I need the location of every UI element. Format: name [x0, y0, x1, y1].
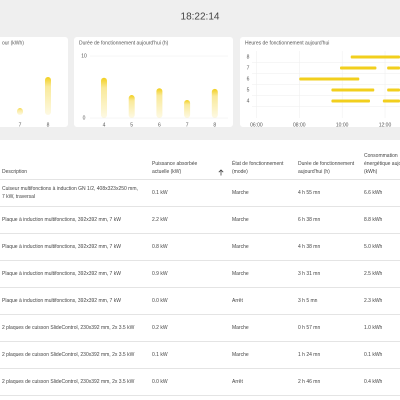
x-tick-label: 5: [130, 122, 133, 128]
time-segment: [350, 55, 400, 59]
table-row[interactable]: Plaque à induction multifonctions, 392x3…: [0, 234, 400, 261]
table-cell: Marche: [232, 217, 249, 223]
table-row[interactable]: Plaque à induction multifonctions, 392x3…: [0, 288, 400, 315]
table-cell: 6.6 kWh: [364, 190, 383, 196]
time-segment: [387, 88, 400, 92]
table-cell: 6 h 38 mn: [298, 217, 321, 223]
table-cell: 4 h 38 mn: [298, 244, 321, 250]
y-tick-label: 5: [247, 87, 250, 93]
table-cell: Marche: [232, 271, 249, 277]
table-row[interactable]: Plaque à induction multifonctions, 392x3…: [0, 261, 400, 288]
table-cell: 2 plaques de cuisson SlideControl, 230x3…: [2, 379, 135, 385]
table: Description Puissance absorbée actuelle (…: [0, 140, 400, 400]
table-cell: Plaque à induction multifonctions, 392x3…: [2, 244, 121, 250]
table-cell: 0.0 kW: [152, 298, 168, 304]
time-segment: [382, 99, 400, 103]
table-cell: Arrêt: [232, 298, 243, 304]
table-cell: 0 h 57 mn: [298, 325, 321, 331]
card: [0, 37, 68, 127]
y-tick-label: 6: [247, 76, 250, 82]
bar: [184, 100, 191, 118]
column-header: État de fonctionnement (mode): [232, 161, 284, 175]
time-segment: [299, 77, 360, 81]
table-row[interactable]: Cuiseur multifonctions à induction GN 1/…: [0, 180, 400, 207]
header-row: Description Puissance absorbée actuelle (…: [0, 148, 400, 180]
table-cell: 3 h 5 mn: [298, 298, 318, 304]
table-cell: 2 plaques de cuisson SlideControl, 230x3…: [2, 325, 135, 331]
table-cell: 0.1 kW: [152, 352, 168, 358]
bar: [17, 108, 23, 115]
x-tick-label: 8: [47, 122, 50, 128]
bar: [101, 77, 107, 118]
table-cell: Arrêt: [232, 379, 243, 385]
table-cell: 2 plaques de cuisson SlideControl, 230x3…: [2, 352, 135, 358]
chart-title: our (kWh): [2, 40, 24, 46]
x-tick-label: 8: [213, 122, 216, 128]
table-cell: Marche: [232, 325, 249, 331]
time-segment: [331, 88, 375, 92]
table-row[interactable]: 2 plaques de cuisson SlideControl, 230x3…: [0, 369, 400, 396]
table-cell: 0.1 kWh: [364, 352, 383, 358]
time-segment: [387, 66, 400, 70]
x-tick-label: 12:00: [379, 122, 392, 128]
x-tick-label: 10:00: [336, 122, 349, 128]
y-tick-label: 7: [247, 65, 250, 71]
table-cell: 0.4 kWh: [364, 379, 383, 385]
table-cell: 1.0 kWh: [364, 325, 383, 331]
table-row[interactable]: 2 plaques de cuisson SlideControl, 230x3…: [0, 342, 400, 369]
table-row[interactable]: Plaque à induction multifonctions, 392x3…: [0, 207, 400, 234]
column-header: Description: [2, 169, 28, 175]
table-cell: Cuiseur multifonctions à induction GN 1/…: [2, 186, 138, 200]
clock: 18:22:14: [181, 12, 220, 23]
table-cell: 0.9 kW: [152, 271, 168, 277]
table-cell: 2.2 kW: [152, 217, 168, 223]
x-tick-label: 4: [103, 122, 106, 128]
table-cell: 5.0 kWh: [364, 244, 383, 250]
column-header: Durée de fonctionnement aujourd'hui (h): [298, 161, 355, 175]
chart-title: Heures de fonctionnement aujourd'hui: [245, 40, 329, 46]
table-cell: Plaque à induction multifonctions, 392x3…: [2, 217, 121, 223]
dashboard-top: 18:22:14 our (kWh) 7 8 Durée de fonctionnem…: [0, 12, 400, 128]
table-cell: Plaque à induction multifonctions, 392x3…: [2, 271, 121, 277]
table-cell: 2.5 kWh: [364, 271, 383, 277]
table-row[interactable]: 2 plaques de cuisson SlideControl, 230x3…: [0, 315, 400, 342]
chart-title: Durée de fonctionnement aujourd'hui (h): [79, 40, 169, 46]
table-cell: 3 h 31 mn: [298, 271, 321, 277]
bar: [156, 88, 163, 118]
card: [74, 37, 233, 127]
column-header: Consommation énergétique aujourd'hui (kW…: [364, 153, 400, 175]
y-tick-label: 4: [247, 98, 250, 104]
x-tick-label: 06:00: [250, 122, 263, 128]
table-cell: 4 h 55 mn: [298, 190, 321, 196]
x-tick-label: 7: [186, 122, 189, 128]
bar: [128, 95, 135, 118]
column-header: Puissance absorbée actuelle (kW): [152, 161, 198, 175]
table-cell: 0.2 kW: [152, 325, 168, 331]
table-cell: 0.1 kW: [152, 190, 168, 196]
sort-icon[interactable]: [218, 169, 224, 176]
x-tick-label: 6: [158, 122, 161, 128]
y-tick-label: 8: [247, 54, 250, 60]
x-tick-label: 7: [19, 122, 22, 128]
table-cell: Marche: [232, 352, 249, 358]
time-segment: [340, 66, 377, 70]
bar: [211, 88, 218, 118]
y-tick-label: 0: [83, 115, 86, 121]
table-cell: 0.0 kW: [152, 379, 168, 385]
table-cell: 8.8 kWh: [364, 217, 383, 223]
table-cell: 2.3 kWh: [364, 298, 383, 304]
time-segment: [331, 99, 370, 103]
table-cell: 0.8 kW: [152, 244, 168, 250]
bar: [45, 77, 51, 115]
x-tick-label: 08:00: [293, 122, 306, 128]
y-tick-label: 10: [81, 53, 87, 59]
card: [240, 37, 400, 127]
table-cell: 1 h 24 mn: [298, 352, 321, 358]
table-cell: Marche: [232, 244, 249, 250]
table-cell: Marche: [232, 190, 249, 196]
table-cell: 2 h 46 mn: [298, 379, 321, 385]
table-cell: Plaque à induction multifonctions, 392x3…: [2, 298, 121, 304]
